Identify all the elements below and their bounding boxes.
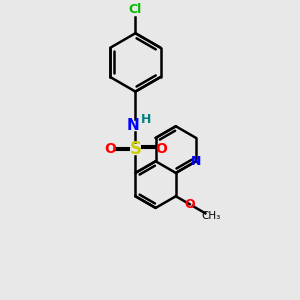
- Text: O: O: [104, 142, 116, 156]
- Text: N: N: [127, 118, 140, 133]
- Text: N: N: [191, 155, 201, 168]
- Text: O: O: [155, 142, 167, 156]
- Text: O: O: [184, 198, 195, 211]
- Text: H: H: [141, 113, 152, 126]
- Text: CH₃: CH₃: [201, 211, 220, 220]
- Text: S: S: [129, 140, 141, 158]
- Text: Cl: Cl: [129, 3, 142, 16]
